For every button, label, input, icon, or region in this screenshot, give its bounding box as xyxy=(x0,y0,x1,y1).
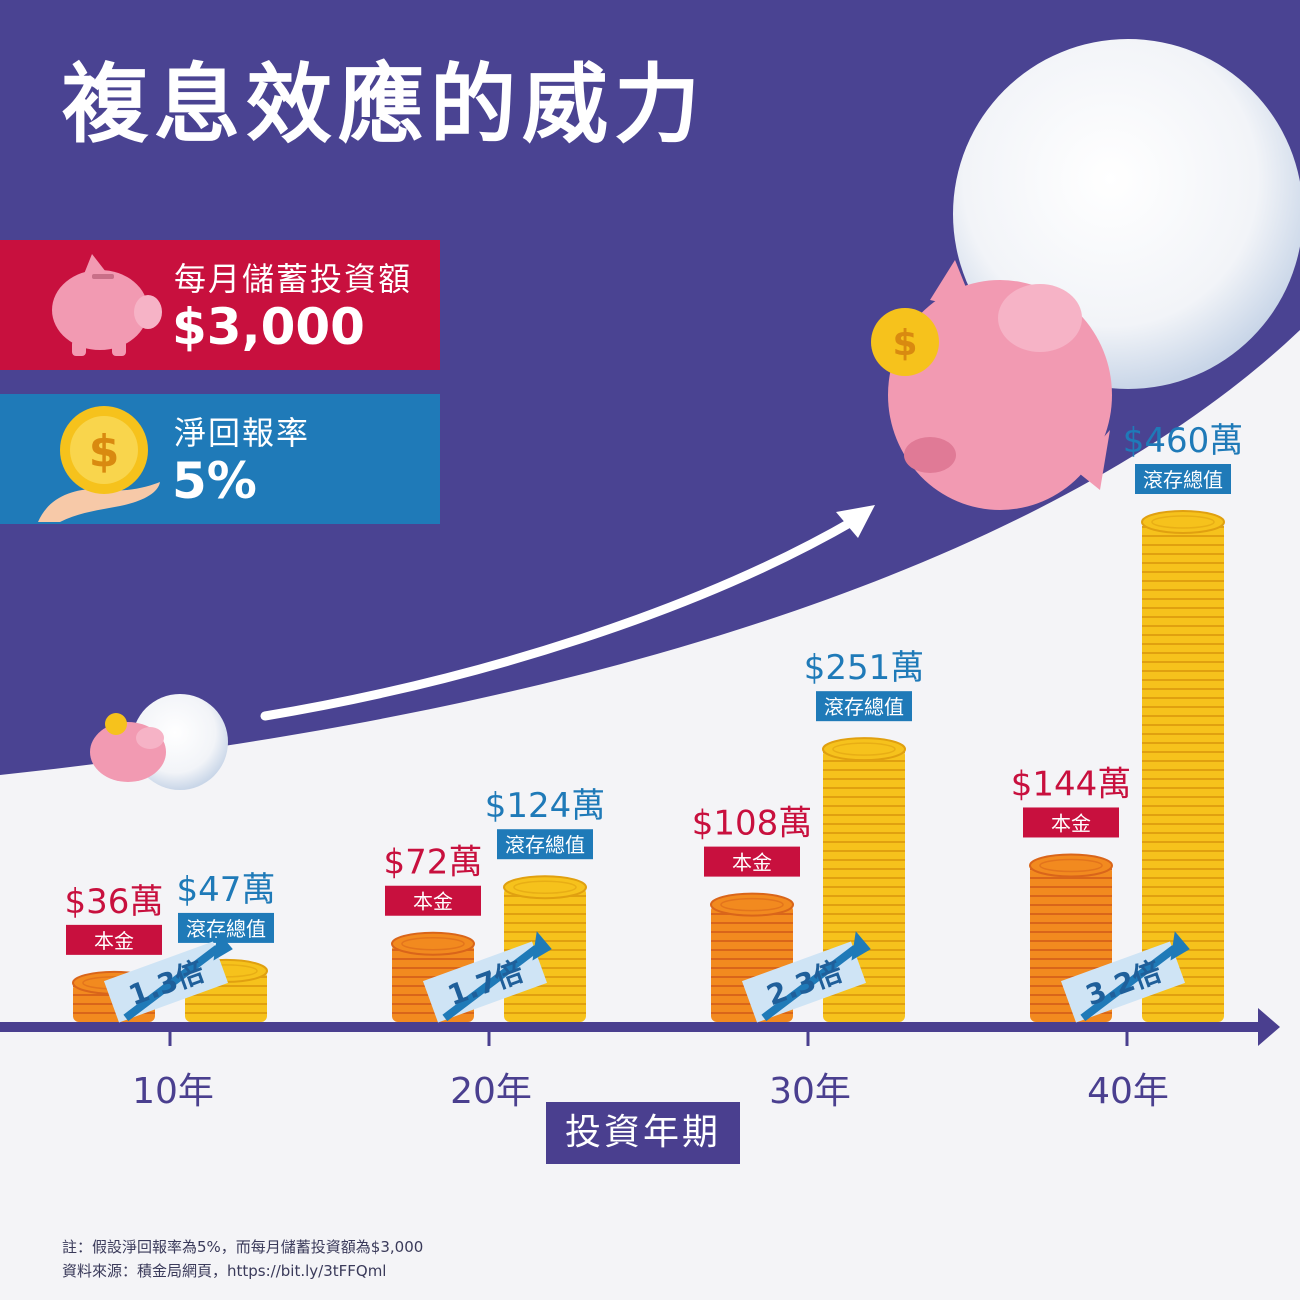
principal-bar xyxy=(710,892,794,1022)
principal-value-label: $144萬 xyxy=(1011,764,1132,804)
x-axis-arrowhead xyxy=(1258,1008,1280,1046)
net-return-label: 淨回報率 xyxy=(174,414,311,452)
multiplier-arrow-head xyxy=(532,931,552,961)
total-series-name: 滾存總值 xyxy=(186,917,266,941)
principal-value-label: $108萬 xyxy=(692,804,813,844)
principal-value-label: $72萬 xyxy=(384,843,483,883)
monthly-saving-value: $3,000 xyxy=(172,298,365,356)
total-value-label: $124萬 xyxy=(485,786,606,826)
svg-text:$: $ xyxy=(89,426,120,477)
big-piggy-icon: $ xyxy=(871,260,1112,510)
piggy-bank-icon xyxy=(52,254,162,356)
x-tick-label: 10年 xyxy=(132,1071,214,1112)
total-value-label: $47萬 xyxy=(177,870,276,910)
multiplier-arrow xyxy=(761,945,859,1022)
x-axis-line xyxy=(0,1022,1262,1032)
x-tick-label: 40年 xyxy=(1087,1071,1169,1112)
x-tick-label: 20年 xyxy=(450,1071,532,1112)
principal-series-name: 本金 xyxy=(94,929,134,953)
multiplier-arrow-head xyxy=(851,931,871,961)
multiplier-arrow xyxy=(442,945,540,1022)
principal-series-tag xyxy=(1023,807,1119,838)
x-axis-title: 投資年期 xyxy=(546,1102,740,1164)
principal-series-name: 本金 xyxy=(1051,811,1091,835)
principal-series-name: 本金 xyxy=(732,851,772,875)
chart-marks: $36萬本金$47萬滾存總值1.3倍$72萬本金$124萬滾存總值1.7倍$10… xyxy=(65,421,1244,1023)
principal-value-label: $36萬 xyxy=(65,882,164,922)
multiplier-arrow xyxy=(1080,945,1178,1022)
page-title: 複息效應的威力 xyxy=(62,55,706,155)
multiplier-arrow-head xyxy=(1170,931,1190,961)
principal-series-name: 本金 xyxy=(413,890,453,914)
growth-arrow-head xyxy=(836,505,875,538)
total-value-label: $460萬 xyxy=(1123,421,1244,461)
total-series-tag xyxy=(1135,464,1231,494)
coin-in-hand-icon: $ xyxy=(38,406,160,522)
total-series-name: 滾存總值 xyxy=(824,695,904,719)
multiplier-arrow-head xyxy=(213,931,233,961)
small-piggy-icon xyxy=(90,713,166,782)
principal-series-tag xyxy=(704,846,800,877)
total-series-tag xyxy=(816,691,912,722)
net-return-value: 5% xyxy=(172,452,257,510)
growth-arrow xyxy=(260,515,860,721)
principal-series-tag xyxy=(385,885,481,916)
x-tick-label: 30年 xyxy=(769,1071,851,1112)
total-series-tag xyxy=(178,912,274,943)
monthly-saving-card: 每月儲蓄投資額 $3,000 xyxy=(0,240,440,370)
total-value-label: $251萬 xyxy=(804,648,925,688)
total-bar xyxy=(1141,510,1225,1022)
footnote-source: 資料來源：積金局網頁，https://bit.ly/3tFFQml xyxy=(62,1262,387,1280)
x-axis-ticks xyxy=(168,1032,1129,1046)
total-series-name: 滾存總值 xyxy=(505,833,585,857)
footnote-assumption: 註：假設淨回報率為5%，而每月儲蓄投資額為$3,000 xyxy=(62,1238,424,1256)
total-series-name: 滾存總值 xyxy=(1143,468,1223,492)
multiplier-arrow xyxy=(123,945,221,1022)
svg-text:$: $ xyxy=(892,323,917,364)
monthly-saving-label: 每月儲蓄投資額 xyxy=(174,260,413,298)
net-return-card: $ 淨回報率 5% xyxy=(0,394,440,524)
principal-series-tag xyxy=(66,924,162,955)
total-series-tag xyxy=(497,829,593,860)
